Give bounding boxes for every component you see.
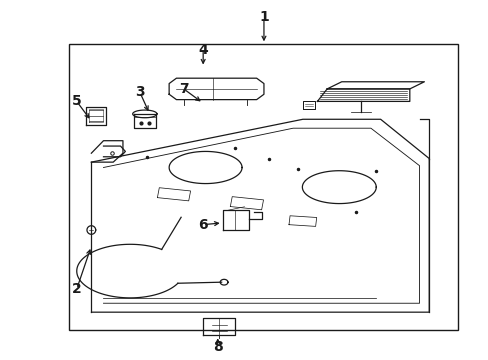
Text: 4: 4 <box>198 42 207 57</box>
Text: 1: 1 <box>259 10 268 24</box>
Text: 2: 2 <box>72 282 81 296</box>
Text: 5: 5 <box>72 94 81 108</box>
Text: 7: 7 <box>179 82 188 96</box>
Bar <box>69 44 458 330</box>
Text: 6: 6 <box>198 218 207 231</box>
Text: 3: 3 <box>135 85 144 99</box>
Text: 8: 8 <box>212 340 222 354</box>
